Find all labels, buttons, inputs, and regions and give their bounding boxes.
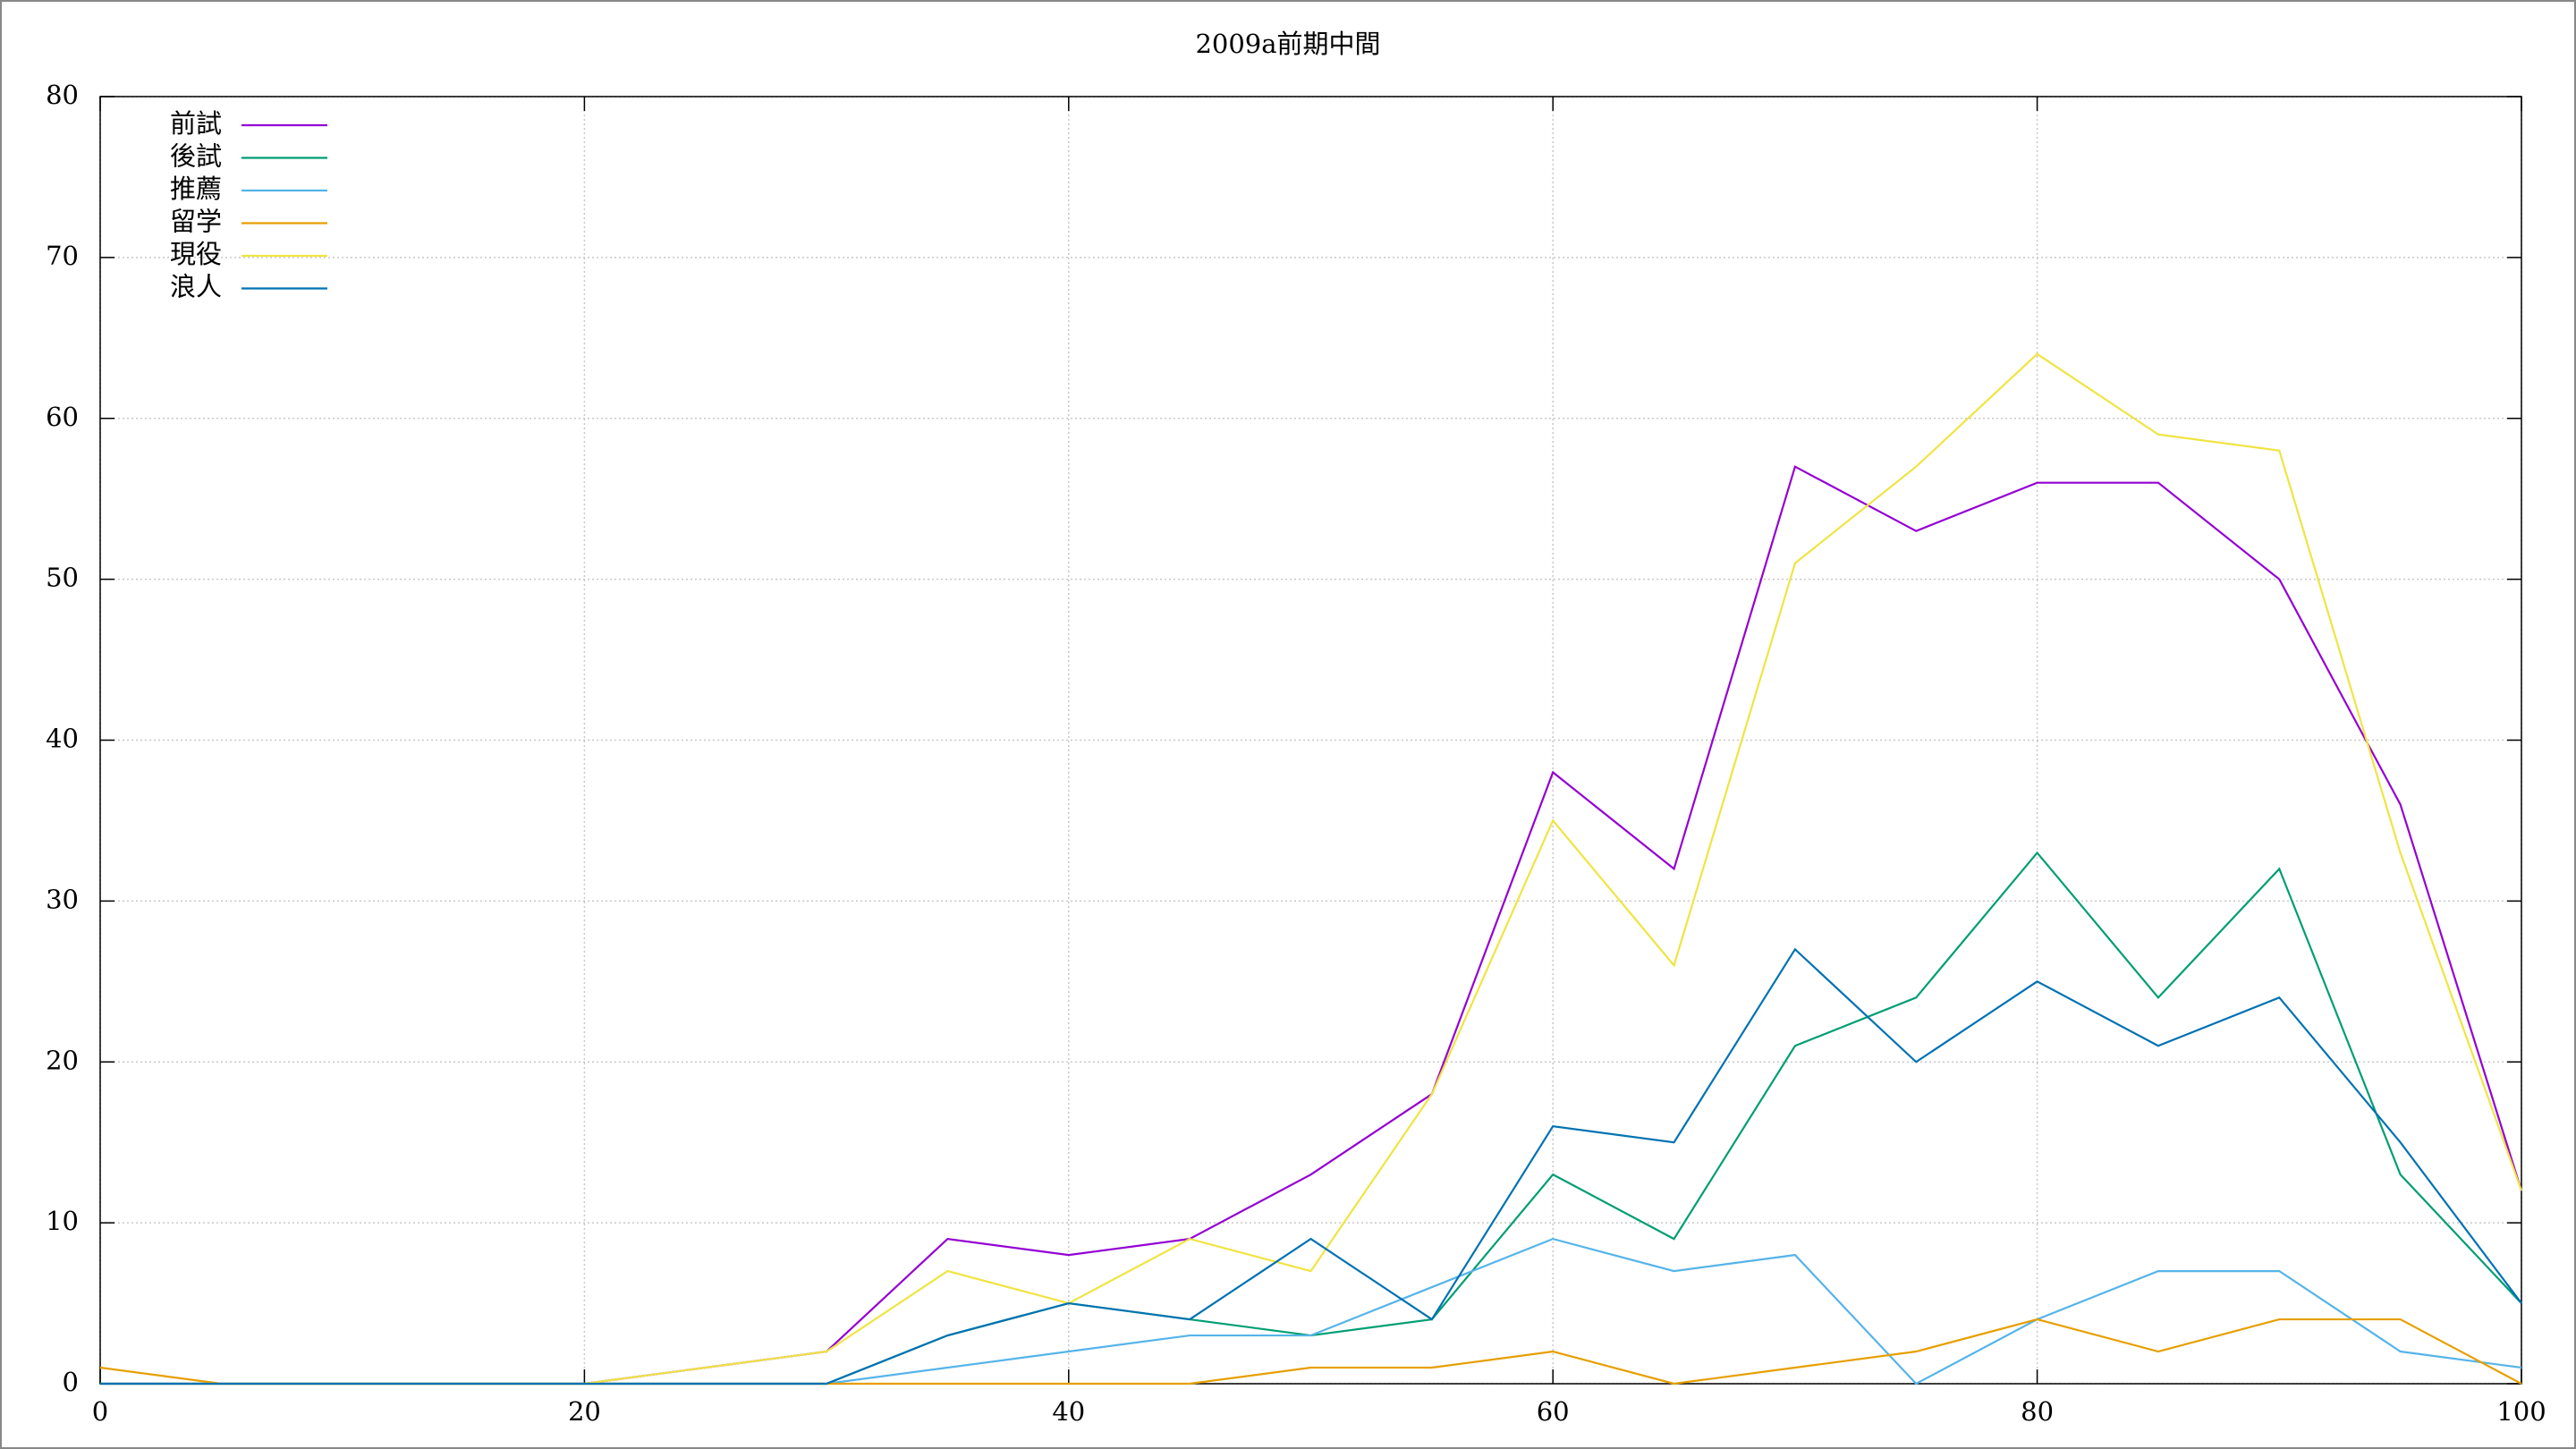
series-line [100, 947, 2522, 1385]
x-tick-label: 40 [1052, 1396, 1085, 1427]
x-tick-label: 100 [2496, 1396, 2546, 1427]
x-tick-label: 60 [1537, 1396, 1570, 1427]
x-tick-label: 20 [568, 1396, 601, 1427]
legend-label: 推薦 [170, 174, 222, 204]
y-tick-label: 0 [63, 1367, 79, 1397]
y-tick-label: 30 [46, 884, 79, 914]
y-tick-label: 40 [46, 724, 79, 754]
legend-label: 浪人 [170, 272, 222, 302]
y-tick-label: 60 [46, 402, 79, 432]
legend-label: 前試 [170, 108, 222, 139]
x-tick-label: 80 [2021, 1396, 2054, 1427]
plot-border [99, 96, 2522, 1385]
y-tick-label: 50 [46, 563, 79, 593]
y-tick-label: 80 [46, 80, 79, 110]
legend-label: 留学 [170, 207, 222, 237]
y-tick-label: 20 [46, 1045, 79, 1075]
legend-label: 現役 [170, 239, 222, 269]
x-tick-label: 0 [92, 1396, 108, 1427]
chart-title: 2009a前期中間 [1195, 29, 1380, 59]
y-tick-label: 10 [46, 1206, 79, 1236]
y-tick-label: 70 [46, 241, 79, 271]
legend-label: 後試 [170, 141, 222, 172]
